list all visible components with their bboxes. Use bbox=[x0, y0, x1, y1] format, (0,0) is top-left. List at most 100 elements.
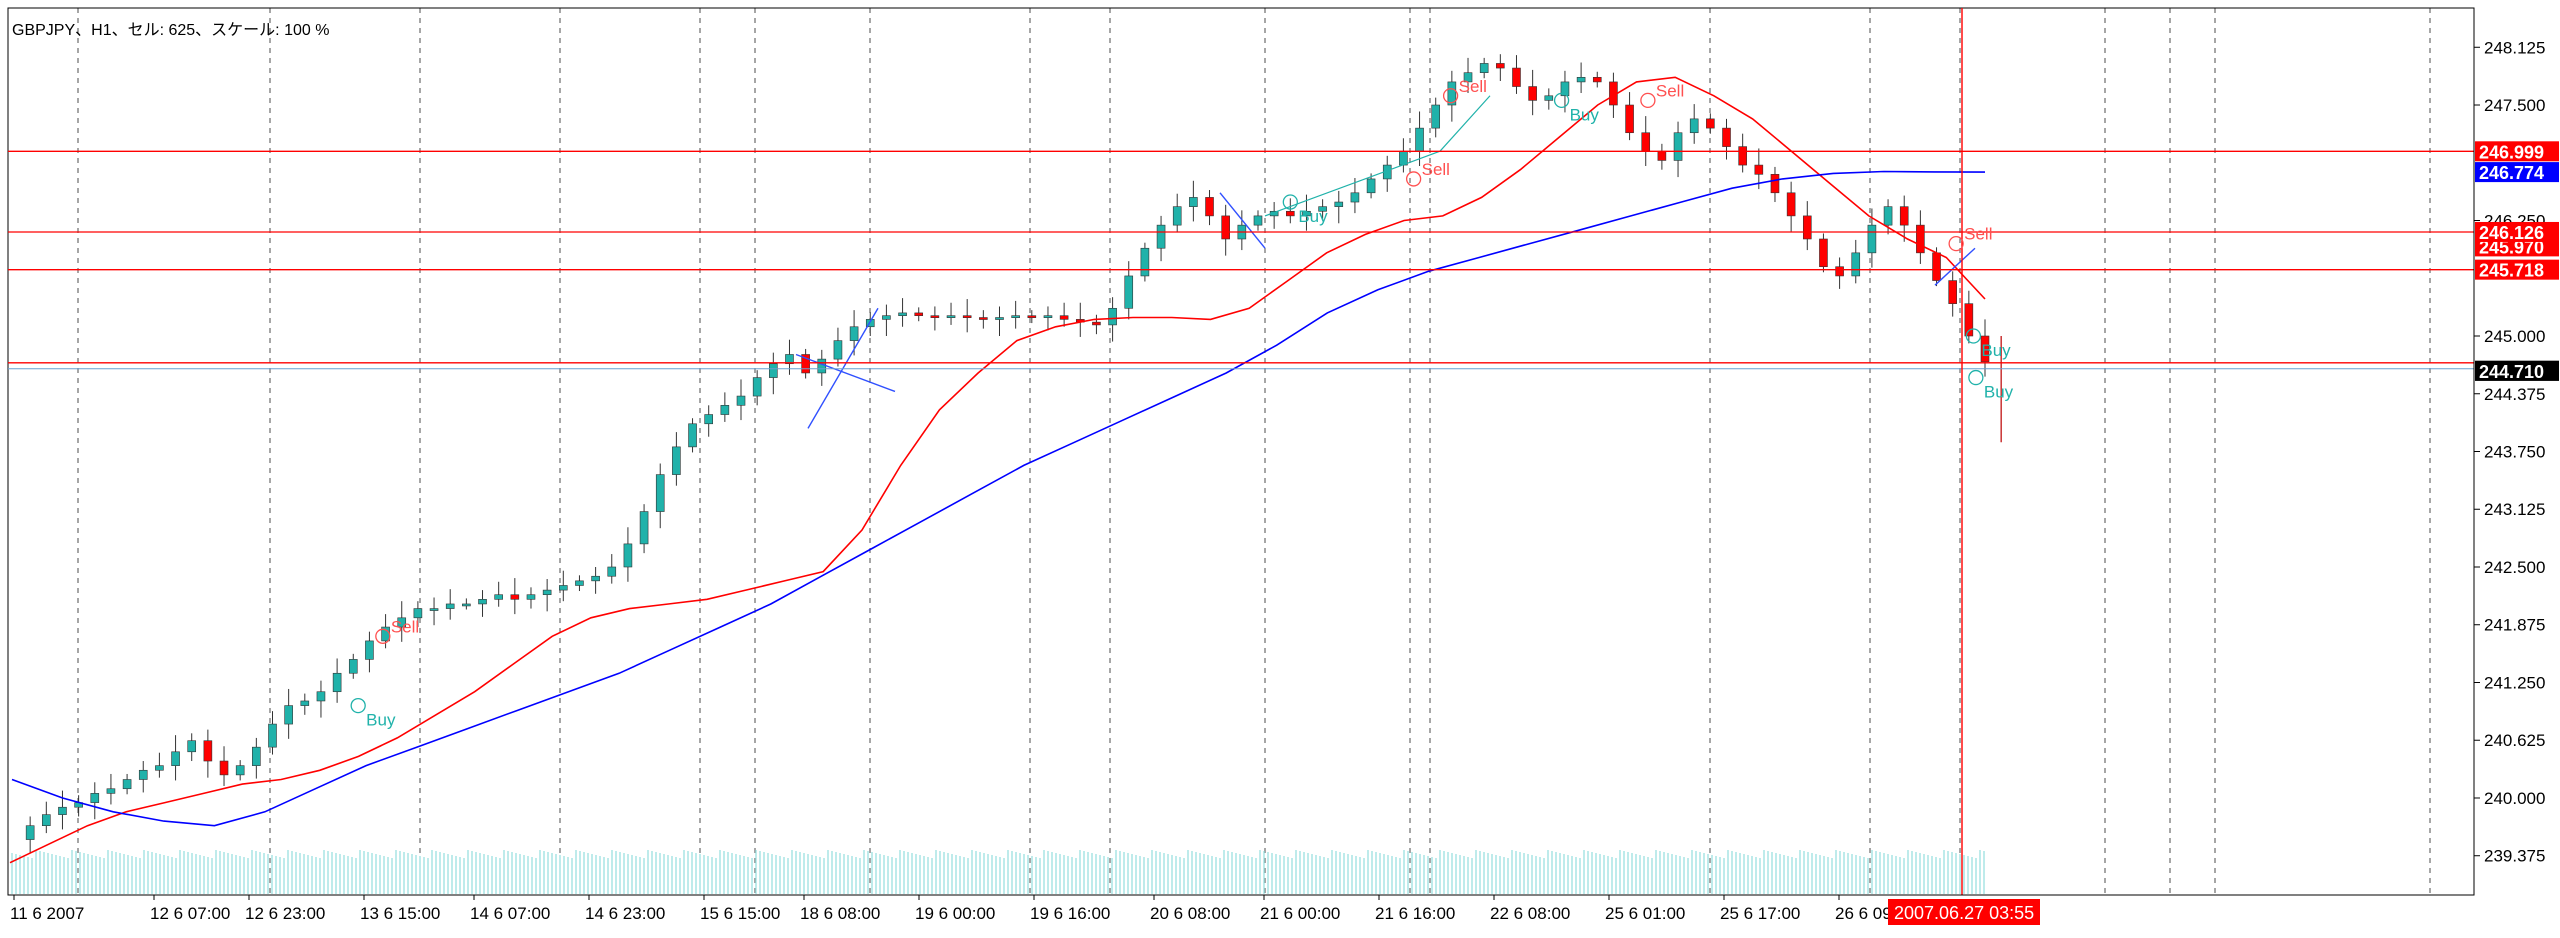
candle-body bbox=[882, 315, 891, 320]
time-tick-label: 15 6 15:00 bbox=[700, 904, 780, 923]
price-tick-label: 245.000 bbox=[2484, 327, 2545, 346]
candle-body bbox=[1059, 315, 1069, 320]
candle-body bbox=[591, 575, 600, 582]
candle-body bbox=[1011, 315, 1020, 318]
candle-body bbox=[171, 751, 180, 766]
candle-body bbox=[1092, 321, 1101, 326]
signal-label-sell: Sell bbox=[1964, 225, 1992, 244]
price-tick-label: 241.875 bbox=[2484, 616, 2545, 635]
candle-body bbox=[25, 825, 35, 840]
time-tick-label: 13 6 15:00 bbox=[360, 904, 440, 923]
axis-label-level-box bbox=[2475, 221, 2559, 242]
time-tick-label: 25 6 01:00 bbox=[1605, 904, 1685, 923]
candle-body bbox=[962, 315, 972, 318]
trend-line bbox=[1439, 95, 1491, 152]
candle-body bbox=[1253, 215, 1263, 226]
axis-label-level: 245.718 bbox=[2479, 261, 2544, 281]
signal-marker bbox=[1553, 92, 1570, 109]
candle-body bbox=[1221, 215, 1230, 240]
candle-body bbox=[138, 769, 148, 780]
candle-body bbox=[332, 672, 342, 693]
candle-body bbox=[429, 608, 439, 611]
candle-body bbox=[1883, 206, 1893, 226]
candle-body bbox=[1108, 307, 1117, 326]
axis-label-partial: 245.970 bbox=[2479, 237, 2544, 257]
candle-body bbox=[413, 608, 423, 619]
fast-moving-average-line bbox=[9, 76, 1986, 864]
candle-body bbox=[785, 354, 794, 365]
time-tick-label: 12 6 07:00 bbox=[150, 904, 230, 923]
candle-body bbox=[252, 746, 261, 766]
candle-body bbox=[365, 640, 374, 660]
candle-body bbox=[1431, 104, 1441, 129]
candle-body bbox=[1350, 192, 1360, 203]
chart-header: GBPJPY、H1、セル: 625、スケール: 100 % bbox=[12, 22, 330, 39]
candle-body bbox=[1980, 335, 1990, 363]
candle-body bbox=[445, 603, 455, 609]
candle-body bbox=[914, 312, 924, 316]
candle-body bbox=[1544, 95, 1554, 101]
candle-body bbox=[1641, 132, 1651, 152]
candle-body bbox=[1786, 192, 1796, 217]
candle-body bbox=[1722, 127, 1731, 147]
candle-body bbox=[1124, 275, 1134, 309]
price-tick-label: 244.375 bbox=[2484, 385, 2545, 404]
price-tick-label: 247.500 bbox=[2484, 96, 2545, 115]
candle-body bbox=[1754, 164, 1764, 175]
candle-body bbox=[187, 740, 197, 753]
signal-label-buy: Buy bbox=[1984, 383, 2014, 402]
candle-body bbox=[607, 566, 617, 577]
candle-body bbox=[1689, 118, 1699, 134]
candle-body bbox=[849, 326, 859, 341]
candle-body bbox=[1592, 76, 1602, 83]
candle-body bbox=[1899, 206, 1909, 226]
candle-body bbox=[1318, 206, 1327, 212]
candle-body bbox=[1027, 315, 1037, 318]
axis-label-current-price-box bbox=[2475, 360, 2559, 381]
candle-body bbox=[688, 423, 697, 448]
signal-label-buy: Buy bbox=[366, 711, 396, 730]
candle-body bbox=[1156, 224, 1166, 249]
signal-label-sell: Sell bbox=[1459, 77, 1487, 96]
trend-line bbox=[1219, 192, 1266, 249]
candle-body bbox=[995, 317, 1004, 320]
candle-body bbox=[1770, 174, 1780, 194]
candle-body bbox=[300, 700, 310, 706]
time-tick-label: 14 6 07:00 bbox=[470, 904, 550, 923]
time-tick-label: 21 6 16:00 bbox=[1375, 904, 1455, 923]
candle-body bbox=[930, 315, 940, 318]
axis-label-level: 246.999 bbox=[2479, 142, 2544, 162]
price-tick-label: 242.500 bbox=[2484, 558, 2545, 577]
candle-body bbox=[1479, 63, 1489, 73]
signal-marker bbox=[1405, 171, 1422, 187]
candle-body bbox=[1496, 63, 1505, 69]
candle-body bbox=[946, 315, 956, 318]
candle-body bbox=[478, 599, 487, 605]
candle-body bbox=[155, 765, 164, 771]
price-tick-label: 243.125 bbox=[2484, 500, 2545, 519]
axis-label-blue: 246.774 bbox=[2479, 163, 2544, 183]
candle-body bbox=[1916, 224, 1925, 254]
candle-body bbox=[1205, 197, 1214, 217]
time-tick-label: 21 6 00:00 bbox=[1260, 904, 1340, 923]
candle-body bbox=[575, 580, 584, 586]
candle-body bbox=[639, 511, 649, 545]
candle-body bbox=[42, 814, 51, 827]
candle-body bbox=[284, 705, 293, 725]
signal-marker bbox=[1968, 369, 1984, 386]
candle-body bbox=[510, 594, 520, 600]
candle-body bbox=[1302, 210, 1311, 217]
candle-body bbox=[817, 358, 827, 374]
price-tick-label: 239.375 bbox=[2484, 847, 2545, 866]
signal-marker bbox=[1948, 235, 1964, 252]
candle-body bbox=[1625, 104, 1634, 134]
candle-body bbox=[1447, 81, 1457, 106]
signal-marker bbox=[375, 628, 391, 644]
candle-body bbox=[268, 723, 277, 748]
candle-body bbox=[769, 363, 778, 378]
slow-moving-average-line bbox=[11, 170, 1986, 827]
signal-marker bbox=[350, 697, 366, 714]
candle-body bbox=[462, 603, 471, 607]
